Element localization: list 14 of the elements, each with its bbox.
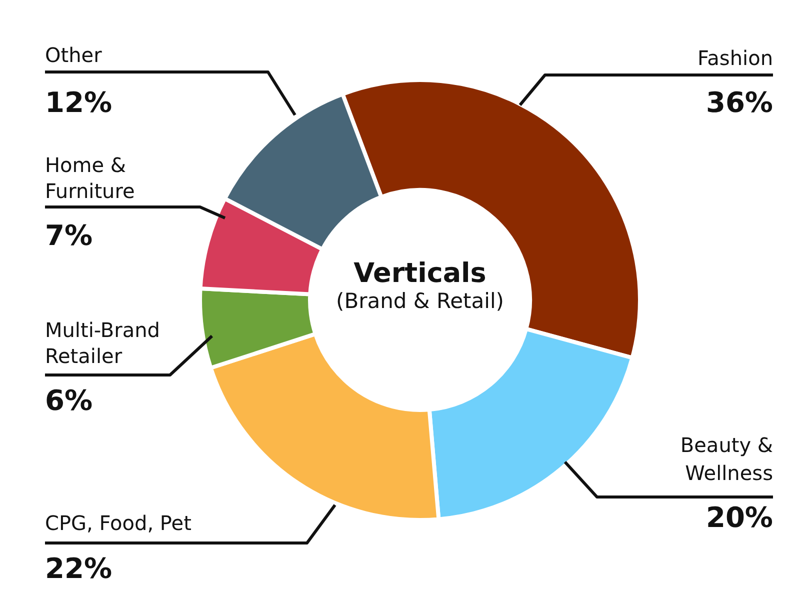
text: (Brand & Retail)	[335, 289, 505, 313]
data-label: 20%	[706, 501, 773, 534]
data-label: 36%	[706, 86, 773, 119]
slice-label: CPG, Food, Pet	[45, 511, 192, 535]
slice-label: Beauty & Wellness	[680, 433, 773, 485]
data-label: 6%	[45, 384, 93, 417]
data-label: 22%	[45, 552, 112, 585]
slice-label: Fashion	[698, 46, 773, 70]
text: Verticals	[352, 258, 488, 289]
slice-label: Home & Furniture	[45, 153, 135, 203]
data-label: 12%	[45, 86, 112, 119]
slice-label: Multi-Brand Retailer	[45, 318, 160, 368]
data-label: 7%	[45, 219, 93, 252]
slice-label: Other	[45, 43, 103, 67]
